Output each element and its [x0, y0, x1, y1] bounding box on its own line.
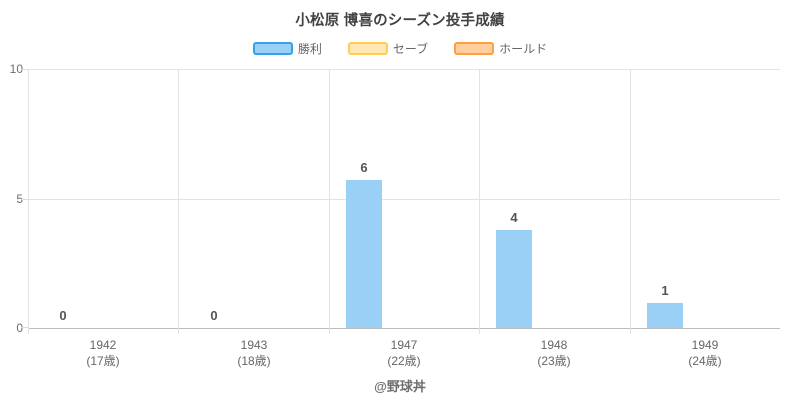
gridline-x0 [28, 69, 29, 334]
gridline-y5 [28, 199, 780, 200]
x-label-1948: 1948 (23歳) [479, 337, 629, 369]
x-label-age: (24歳) [688, 354, 722, 368]
plot-area: 0 0 6 4 1 [21, 69, 780, 334]
x-label-year: 1942 [89, 338, 117, 352]
legend-item-holds[interactable]: ホールド [454, 40, 547, 57]
x-label-1942: 1942 (17歳) [28, 337, 178, 369]
x-label-age: (18歳) [237, 354, 271, 368]
saves-swatch-icon [347, 41, 388, 55]
y-tickmark-0 [21, 327, 28, 328]
bar-wins-1947[interactable] [346, 180, 382, 328]
legend-item-saves[interactable]: セーブ [347, 40, 429, 57]
bar-wins-1948[interactable] [496, 229, 532, 328]
chart-title: 小松原 博喜のシーズン投手成績 [295, 13, 505, 29]
legend-label-wins: 勝利 [297, 41, 322, 56]
y-tickmark-5 [21, 199, 28, 200]
y-tick-10: 10 [9, 62, 23, 76]
x-label-1943: 1943 (18歳) [179, 337, 329, 369]
x-label-age: (17歳) [86, 354, 120, 368]
gridline-y10 [28, 69, 780, 70]
x-label-1947: 1947 (22歳) [329, 337, 479, 369]
gridline-x2 [329, 69, 330, 334]
value-label-1949: 1 [661, 283, 669, 299]
x-label-year: 1947 [390, 338, 418, 352]
watermark-credit: @野球丼 [374, 379, 426, 394]
gridline-x1 [178, 69, 179, 334]
bar-wins-1949[interactable] [647, 303, 683, 328]
value-label-1943: 0 [210, 308, 218, 323]
value-label-1942: 0 [59, 308, 67, 323]
y-tick-5: 5 [16, 192, 23, 206]
x-label-age: (22歳) [387, 354, 421, 368]
wins-swatch-icon [252, 41, 293, 55]
gridline-x3 [479, 69, 480, 334]
x-label-age: (23歳) [537, 354, 571, 368]
x-label-year: 1948 [540, 338, 568, 352]
legend-item-wins[interactable]: 勝利 [252, 40, 322, 57]
legend: 勝利 セーブ ホールド [0, 39, 800, 57]
value-label-1948: 4 [510, 209, 518, 225]
x-label-year: 1949 [691, 338, 719, 352]
y-tickmark-10 [21, 69, 28, 70]
gridline-x4 [630, 69, 631, 334]
legend-label-saves: セーブ [392, 41, 429, 56]
x-label-1949: 1949 (24歳) [630, 337, 780, 369]
legend-label-holds: ホールド [499, 41, 548, 56]
holds-swatch-icon [454, 41, 495, 55]
value-label-1947: 6 [360, 160, 368, 176]
x-label-year: 1943 [240, 338, 268, 352]
y-tick-0: 0 [16, 321, 23, 335]
